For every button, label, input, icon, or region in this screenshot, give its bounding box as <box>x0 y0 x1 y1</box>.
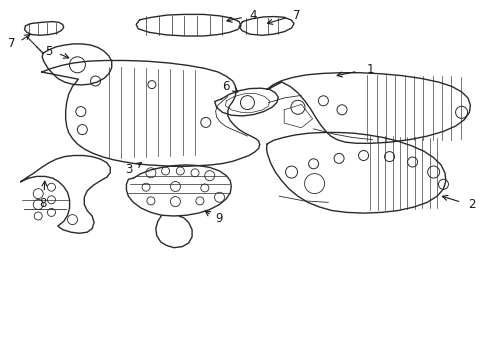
Text: 9: 9 <box>216 212 223 225</box>
Text: 8: 8 <box>39 197 47 210</box>
Text: 6: 6 <box>222 80 229 93</box>
Text: 7: 7 <box>8 37 16 50</box>
Text: 2: 2 <box>468 198 475 211</box>
Text: 7: 7 <box>293 9 300 22</box>
Text: 3: 3 <box>125 163 132 176</box>
Text: 5: 5 <box>46 45 53 58</box>
Text: 4: 4 <box>249 9 256 22</box>
Text: 1: 1 <box>367 63 374 76</box>
